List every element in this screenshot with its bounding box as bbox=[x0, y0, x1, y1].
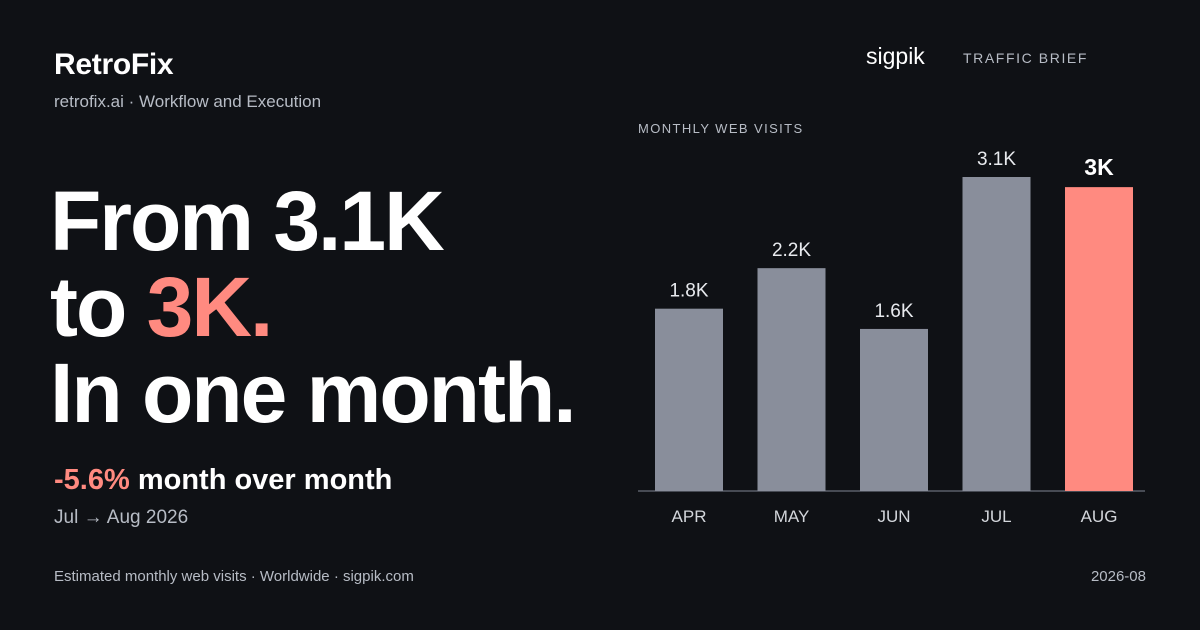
sigpik-logo: sigpik bbox=[866, 43, 925, 69]
headline-line-3: In one month. bbox=[50, 346, 577, 440]
delta-text: month over month bbox=[129, 464, 393, 496]
headline-line-1: From 3.1K bbox=[50, 174, 445, 268]
data-label-jul: 3.1K bbox=[977, 149, 1016, 170]
brief-label: TRAFFIC BRIEF bbox=[963, 50, 1089, 66]
x-tick-label-may: MAY bbox=[774, 507, 810, 526]
chart-title: MONTHLY WEB VISITS bbox=[638, 121, 804, 136]
x-tick-label-jun: JUN bbox=[877, 507, 910, 526]
bar-chart: 1.8K APR 2.2K MAY 1.6K JUN 3.1K JUL 3K AUG bbox=[638, 149, 1145, 526]
footer-date: 2026-08 bbox=[1090, 568, 1146, 585]
data-label-apr: 1.8K bbox=[669, 281, 708, 302]
data-label-aug: 3K bbox=[1084, 154, 1114, 180]
bar-jul bbox=[962, 177, 1031, 491]
data-label-may: 2.2K bbox=[772, 240, 811, 261]
footer-source: Estimated monthly web visits · Worldwide… bbox=[54, 568, 414, 585]
headline: From 3.1K to 3K. In one month. bbox=[50, 178, 577, 436]
headline-highlight: 3K. bbox=[146, 260, 274, 354]
brand-subtitle: retrofix.ai · Workflow and Execution bbox=[54, 92, 322, 111]
brand-name: RetroFix bbox=[54, 48, 174, 81]
bar-may bbox=[757, 268, 826, 491]
data-label-jun: 1.6K bbox=[874, 301, 913, 322]
delta-value: -5.6% bbox=[54, 464, 130, 496]
bar-jun bbox=[860, 328, 928, 491]
x-tick-label-apr: APR bbox=[672, 507, 707, 526]
period-label: Jul → Aug 2026 bbox=[54, 507, 189, 528]
x-tick-label-jul: JUL bbox=[981, 507, 1011, 526]
delta-summary: -5.6% month over month bbox=[54, 464, 392, 497]
x-tick-label-aug: AUG bbox=[1081, 507, 1118, 526]
headline-line-2-prefix: to bbox=[50, 260, 147, 354]
bar-apr bbox=[655, 308, 723, 491]
bar-aug bbox=[1065, 187, 1133, 491]
